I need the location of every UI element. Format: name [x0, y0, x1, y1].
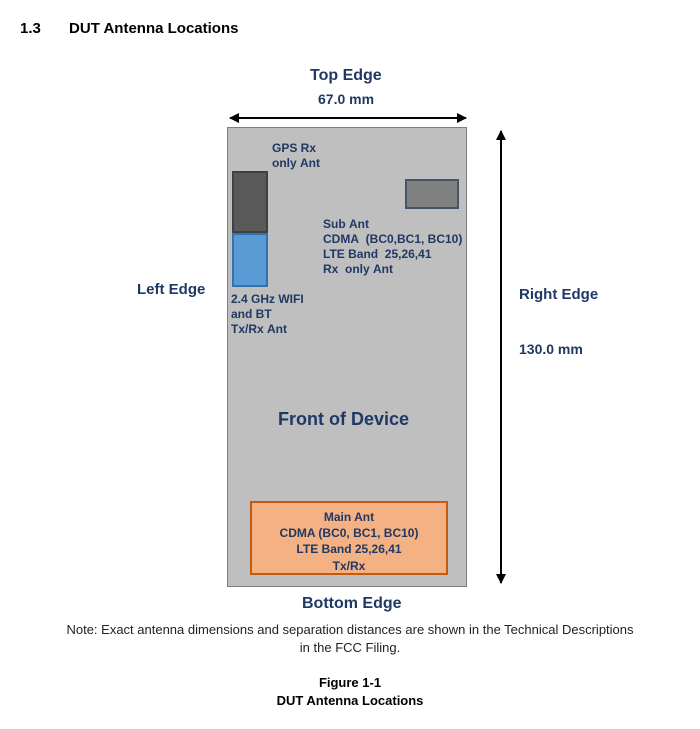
height-dimension: 130.0 mm	[519, 341, 583, 357]
figure-caption: Figure 1-1 DUT Antenna Locations	[20, 674, 680, 709]
top-edge-label: Top Edge	[310, 67, 382, 85]
section-heading: 1.3 DUT Antenna Locations	[20, 20, 680, 37]
height-arrow	[500, 131, 502, 583]
wifi-bt-antenna-block	[232, 233, 268, 287]
gps-antenna-label: GPS Rxonly Ant	[272, 141, 320, 171]
sub-antenna-block	[405, 179, 459, 209]
diagram: Top Edge 67.0 mm GPS Rxonly Ant 2.4 GHz …	[20, 67, 680, 617]
wifi-bt-antenna-label: 2.4 GHz WIFIand BTTx/Rx Ant	[231, 292, 304, 337]
right-edge-label: Right Edge	[519, 286, 598, 303]
figure-title: DUT Antenna Locations	[277, 693, 424, 708]
front-of-device-label: Front of Device	[278, 409, 409, 430]
note-text: Note: Exact antenna dimensions and separ…	[60, 621, 640, 656]
width-dimension: 67.0 mm	[318, 91, 374, 107]
gps-antenna-block	[232, 171, 268, 233]
bottom-edge-label: Bottom Edge	[302, 595, 402, 613]
main-antenna-block: Main AntCDMA (BC0, BC1, BC10)LTE Band 25…	[250, 501, 448, 575]
sub-antenna-label: Sub AntCDMA (BC0,BC1, BC10)LTE Band 25,2…	[323, 217, 462, 277]
left-edge-label: Left Edge	[137, 281, 205, 298]
section-number: 1.3	[20, 20, 41, 37]
width-arrow	[230, 117, 466, 119]
section-title: DUT Antenna Locations	[69, 20, 238, 37]
figure-number: Figure 1-1	[319, 675, 381, 690]
